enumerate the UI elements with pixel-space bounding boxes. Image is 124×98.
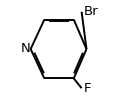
Text: Br: Br	[84, 5, 98, 18]
Text: F: F	[84, 82, 91, 95]
Text: N: N	[21, 43, 31, 55]
